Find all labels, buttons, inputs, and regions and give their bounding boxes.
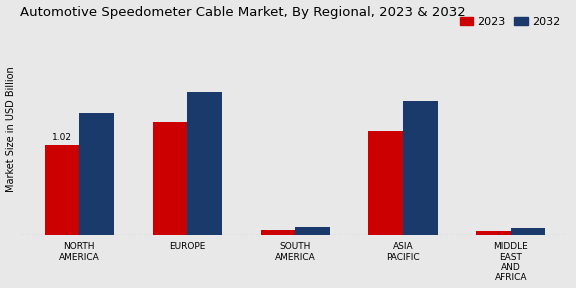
Text: Automotive Speedometer Cable Market, By Regional, 2023 & 2032: Automotive Speedometer Cable Market, By … <box>20 5 465 18</box>
Bar <box>153 122 187 235</box>
Bar <box>403 101 438 235</box>
Bar <box>45 145 79 235</box>
Legend: 2023, 2032: 2023, 2032 <box>455 13 565 31</box>
Bar <box>295 227 329 235</box>
Bar <box>369 131 403 235</box>
Text: 1.02: 1.02 <box>52 133 72 143</box>
Bar <box>260 230 295 235</box>
Y-axis label: Market Size in USD Billion: Market Size in USD Billion <box>6 66 16 192</box>
Bar <box>476 231 511 235</box>
Bar <box>79 113 114 235</box>
Bar <box>511 228 545 235</box>
Bar <box>187 92 222 235</box>
